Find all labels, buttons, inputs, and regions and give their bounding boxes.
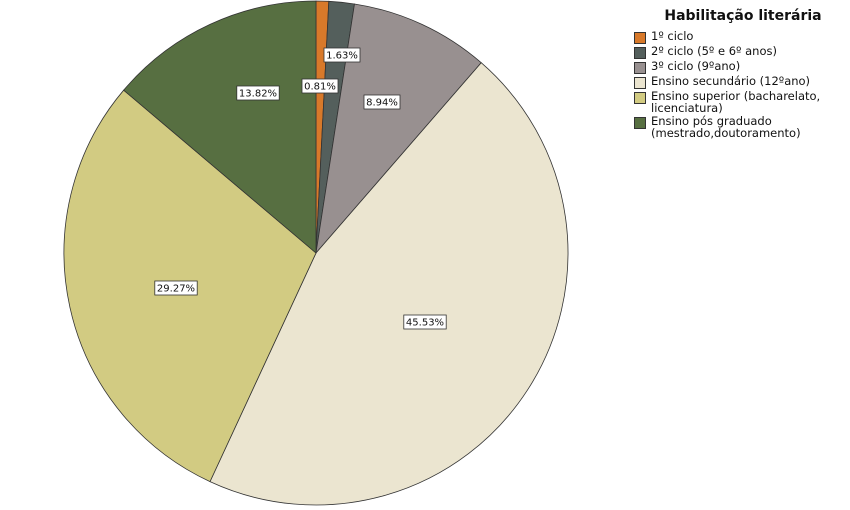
slice-label-box <box>301 78 339 94</box>
slice-label-2: 1.63% <box>323 47 361 63</box>
legend-label: Ensino superior (bacharelato, licenciatu… <box>651 89 821 115</box>
slice-label-6: 13.82% <box>236 85 280 101</box>
legend-swatch <box>634 92 646 104</box>
pie-slice-3 <box>315 3 482 255</box>
legend-swatch <box>634 47 646 59</box>
legend-item-4: Ensino secundário (12ºano) <box>634 75 848 89</box>
slice-label-box <box>154 280 198 296</box>
legend-item-1: 1º ciclo <box>634 30 848 44</box>
legend-item-6: Ensino pós graduado (mestrado,doutoramen… <box>634 115 848 139</box>
slice-label-text: 29.27% <box>157 284 195 295</box>
legend-swatch <box>634 32 646 44</box>
legend-items: 1º ciclo 2º ciclo (5º e 6º anos) 3º ciclo … <box>634 30 848 139</box>
legend-swatch <box>634 62 646 74</box>
slice-label-box <box>236 85 280 101</box>
legend-label: 1º ciclo <box>651 29 694 43</box>
slice-label-4: 45.53% <box>403 314 447 330</box>
slice-label-text: 13.82% <box>239 89 277 100</box>
pie-slice-6 <box>123 0 317 254</box>
legend-label: 2º ciclo (5º e 6º anos) <box>651 44 777 58</box>
slice-label-1: 0.81% <box>301 78 339 94</box>
pie-slice-4 <box>209 62 569 506</box>
legend-label: 3º ciclo (9ºano) <box>651 59 741 73</box>
legend: Habilitação literária 1º ciclo 2º ciclo (… <box>634 8 848 140</box>
slice-label-box <box>403 314 447 330</box>
pie-chart: 0.81% 1.63% 8.94% 45.53% 29.27% 13.82% <box>63 0 569 506</box>
legend-item-5: Ensino superior (bacharelato, licenciatu… <box>634 90 848 114</box>
slice-label-text: 45.53% <box>406 318 444 329</box>
legend-title: Habilitação literária <box>664 8 822 24</box>
legend-label: Ensino secundário (12ºano) <box>651 74 811 88</box>
slice-labels: 0.81% 1.63% 8.94% 45.53% 29.27% 13.82% <box>154 47 447 330</box>
legend-item-2: 2º ciclo (5º e 6º anos) <box>634 45 848 59</box>
slice-label-box <box>363 94 401 110</box>
legend-swatch <box>634 77 646 89</box>
slice-label-box <box>323 47 361 63</box>
slice-label-3: 8.94% <box>363 94 401 110</box>
slice-label-5: 29.27% <box>154 280 198 296</box>
slice-label-text: 0.81% <box>304 82 336 93</box>
slice-label-text: 8.94% <box>366 98 398 109</box>
legend-label: Ensino pós graduado (mestrado,doutoramen… <box>651 114 801 140</box>
slice-label-text: 1.63% <box>326 51 358 62</box>
legend-item-3: 3º ciclo (9ºano) <box>634 60 848 74</box>
legend-swatch <box>634 117 646 129</box>
pie-slices <box>63 0 569 506</box>
